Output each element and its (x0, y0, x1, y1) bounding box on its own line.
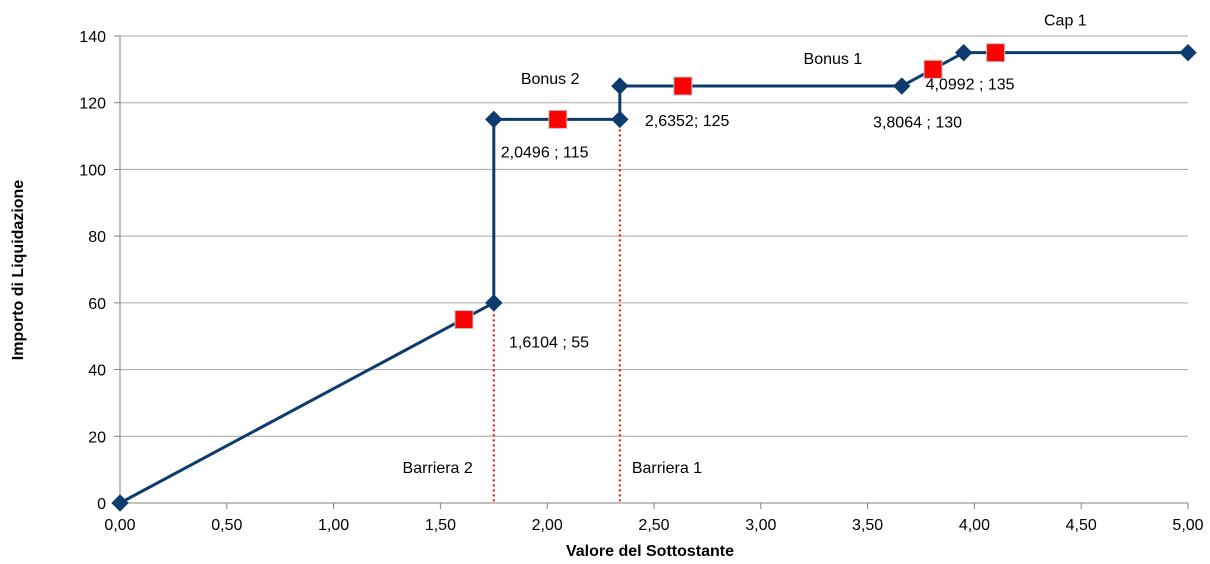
x-tick-label: 2,50 (638, 517, 669, 534)
point-annotation: 2,0496 ; 115 (501, 144, 589, 161)
point-annotation: 1,6104 ; 55 (509, 335, 589, 352)
point-annotation: Bonus 1 (804, 51, 863, 68)
series-layer (111, 43, 1197, 512)
payoff-line (119, 51, 1188, 505)
payoff-point-marker (611, 110, 629, 129)
y-tick-label: 40 (88, 363, 106, 380)
payoff-point-marker (485, 294, 503, 312)
x-tick-label: 1,00 (318, 517, 349, 534)
x-tick-label: 4,50 (1066, 517, 1097, 534)
x-tick-label: 3,00 (745, 517, 776, 534)
payoff-point-marker (893, 77, 911, 95)
point-annotation: 2,6352; 125 (645, 113, 730, 130)
barrier-label: Barriera 1 (632, 460, 702, 477)
x-tick-label: 0,50 (211, 517, 242, 534)
x-tick-label: 2,00 (532, 517, 563, 534)
annotation-layer: 1,6104 ; 55 2,0496 ; 115 2,6352; 125 3,8064… (501, 13, 1087, 352)
y-tick-label: 140 (79, 29, 106, 46)
grid-lines (120, 35, 1188, 437)
point-annotation: Cap 1 (1044, 13, 1087, 30)
point-annotation: 3,8064 ; 130 (873, 114, 962, 131)
y-tick-label: 20 (88, 429, 106, 446)
y-tick-label: 60 (88, 296, 106, 313)
payoff-point-marker (1179, 43, 1197, 62)
barrier-label: Barriera 2 (403, 460, 473, 477)
value-point-marker (673, 76, 693, 96)
value-point-marker (923, 59, 943, 79)
value-point-marker (454, 310, 474, 330)
point-annotation: 4,0992 ; 135 (926, 77, 1015, 94)
x-axis-title: Valore del Sottostante (566, 543, 734, 560)
x-axis-ticks: 0,00 0,50 1,00 1,50 2,00 2,50 3,00 3,50 4,00 4,50… (104, 503, 1204, 534)
y-tick-label: 100 (79, 162, 106, 179)
value-point-marker (986, 43, 1006, 63)
y-tick-label: 120 (79, 96, 106, 113)
x-tick-label: 1,50 (425, 517, 456, 534)
x-tick-label: 4,00 (959, 517, 990, 534)
y-tick-label: 80 (88, 229, 106, 246)
y-axis-ticks: 0 20 40 60 80 100 120 140 (79, 29, 120, 513)
payoff-point-marker (485, 110, 503, 129)
payoff-point-marker (111, 494, 129, 512)
x-tick-label: 0,00 (104, 517, 135, 534)
value-point-marker (548, 109, 568, 129)
payoff-point-marker (611, 77, 629, 95)
x-tick-label: 5,00 (1172, 517, 1203, 534)
barrier-lines: Barriera 2 Barriera 1 (403, 119, 702, 503)
y-axis-title: Importo di Liquidazione (10, 180, 27, 361)
y-tick-label: 0 (97, 496, 106, 513)
payoff-point-marker (955, 43, 973, 62)
point-annotation: Bonus 2 (521, 71, 580, 88)
x-tick-label: 3,50 (852, 517, 883, 534)
